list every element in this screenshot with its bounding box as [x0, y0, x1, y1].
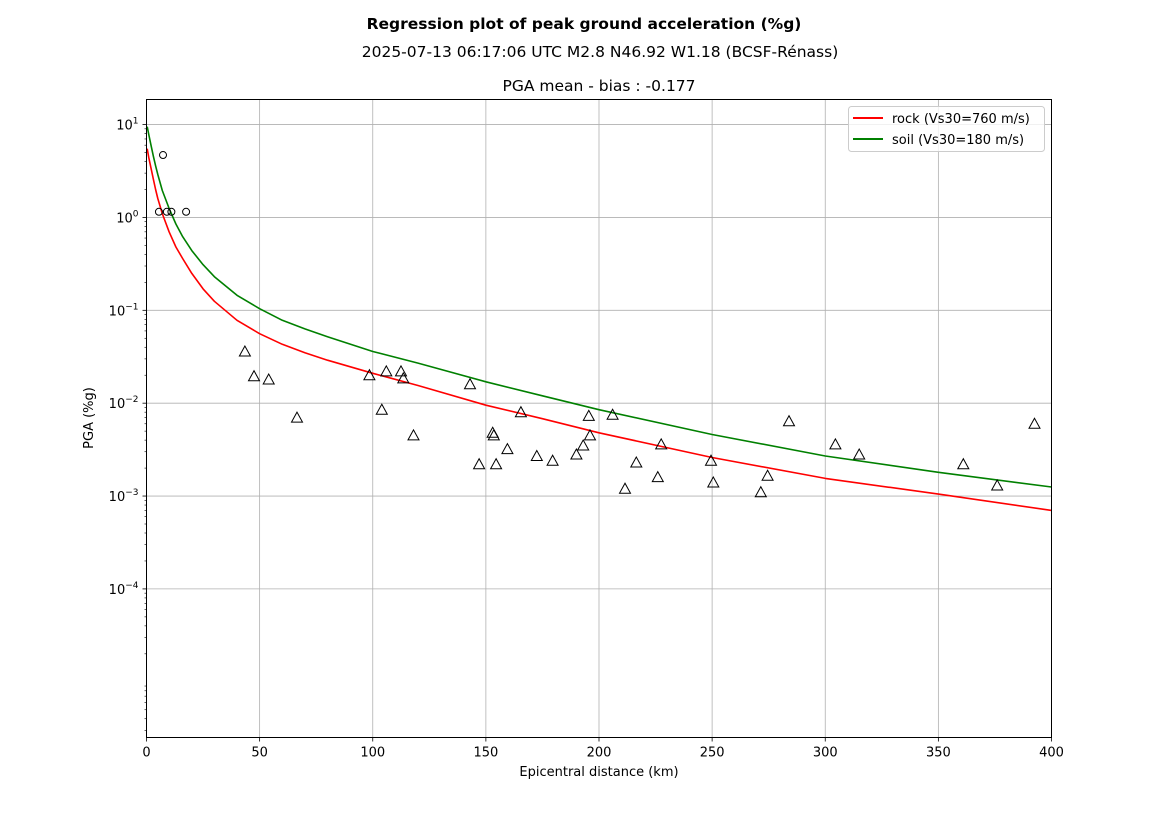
station-marker-circle	[162, 207, 171, 216]
station-marker-triangle	[238, 344, 252, 357]
model-curves	[146, 126, 1052, 512]
y-tick-base: 10	[109, 397, 126, 412]
y-tick-exponent: −3	[125, 488, 138, 498]
y-tick-label: 10−4	[109, 581, 139, 598]
station-marker-triangle	[375, 403, 389, 415]
station-marker-circle	[167, 207, 176, 216]
y-tick-exponent: −2	[125, 395, 138, 405]
event-info: 2025-07-13 06:17:06 UTC M2.8 N46.92 W1.1…	[362, 43, 839, 61]
station-marker-triangle	[704, 454, 718, 466]
legend-rock-label: rock (Vs30=760 m/s)	[892, 112, 1030, 127]
chart-title: PGA mean - bias : -0.177	[502, 77, 695, 95]
station-marker-triangle	[956, 457, 970, 470]
station-marker-triangle	[618, 482, 632, 494]
y-tick-label: 10−1	[109, 302, 139, 319]
station-marker-triangle	[829, 437, 842, 450]
y-tick-exponent: 0	[133, 209, 139, 219]
y-tick-exponent: −1	[125, 302, 138, 312]
x-tick-label: 200	[587, 746, 612, 761]
x-tick-label: 50	[251, 746, 268, 761]
station-marker-triangle	[654, 437, 668, 450]
station-marker-triangle	[530, 449, 544, 461]
x-tick-label: 250	[700, 746, 725, 761]
station-marker-triangle	[379, 364, 393, 377]
station-marker-triangle	[407, 428, 420, 441]
rock-curve	[146, 148, 1052, 512]
station-marker-circle	[154, 207, 163, 216]
legend: rock (Vs30=760 m/s) soil (Vs30=180 m/s)	[848, 106, 1045, 152]
station-marker-triangle	[546, 454, 559, 466]
legend-box	[848, 106, 1045, 152]
y-tick-label: 100	[116, 209, 139, 226]
station-marker-triangle	[262, 372, 276, 385]
x-tick-label: 300	[813, 746, 838, 761]
station-marker-triangle	[761, 469, 774, 481]
x-tick-label: 350	[926, 746, 951, 761]
y-tick-base: 10	[109, 583, 126, 598]
x-tick-label: 0	[142, 746, 150, 761]
station-marker-triangle	[576, 438, 590, 451]
station-marker-triangle	[487, 428, 501, 441]
y-tick-exponent: 1	[133, 117, 139, 127]
station-marker-triangle	[582, 409, 596, 421]
station-marker-triangle	[651, 470, 665, 483]
station-marker-triangle	[514, 405, 528, 418]
y-tick-label: 101	[116, 117, 138, 134]
station-marker-triangle	[782, 414, 796, 427]
station-marker-triangle	[852, 447, 866, 460]
station-marker-triangle	[363, 368, 376, 381]
station-marker-triangle	[394, 364, 408, 377]
station-marker-triangle	[396, 371, 410, 384]
y-tick-base: 10	[109, 304, 126, 319]
y-tick-label: 10−3	[109, 488, 139, 505]
station-marker-triangle	[583, 428, 597, 441]
station-marker-triangle	[247, 369, 261, 382]
station-markers	[154, 151, 1041, 498]
station-marker-triangle	[463, 377, 477, 390]
station-marker-circle	[159, 151, 168, 160]
x-tick-label: 150	[473, 746, 498, 761]
soil-curve	[146, 126, 1052, 488]
x-tick-label: 100	[360, 746, 385, 761]
x-axis-ticks: 0 50 100 150 200 250 300 350 400	[142, 737, 1064, 761]
station-marker-triangle	[501, 442, 514, 455]
station-marker-triangle	[472, 457, 486, 470]
station-marker-triangle	[990, 478, 1004, 491]
station-marker-triangle	[570, 447, 583, 460]
y-tick-base: 10	[116, 119, 133, 134]
legend-soil-label: soil (Vs30=180 m/s)	[892, 133, 1024, 148]
station-marker-triangle	[290, 411, 304, 423]
y-tick-label: 10−2	[109, 395, 139, 412]
x-tick-label: 400	[1039, 746, 1064, 761]
station-marker-triangle	[606, 408, 619, 420]
figure-suptitle: Regression plot of peak ground accelerat…	[367, 15, 802, 33]
y-tick-exponent: −4	[125, 581, 139, 591]
station-marker-triangle	[754, 485, 768, 498]
x-axis-label: Epicentral distance (km)	[519, 765, 678, 780]
station-marker-triangle	[1028, 417, 1041, 429]
station-marker-triangle	[629, 455, 643, 468]
y-axis-label: PGA (%g)	[82, 387, 97, 449]
station-marker-circle	[182, 207, 191, 216]
y-tick-base: 10	[116, 211, 133, 226]
station-marker-triangle	[706, 475, 720, 488]
station-marker-triangle	[489, 457, 503, 470]
y-tick-base: 10	[109, 490, 126, 505]
